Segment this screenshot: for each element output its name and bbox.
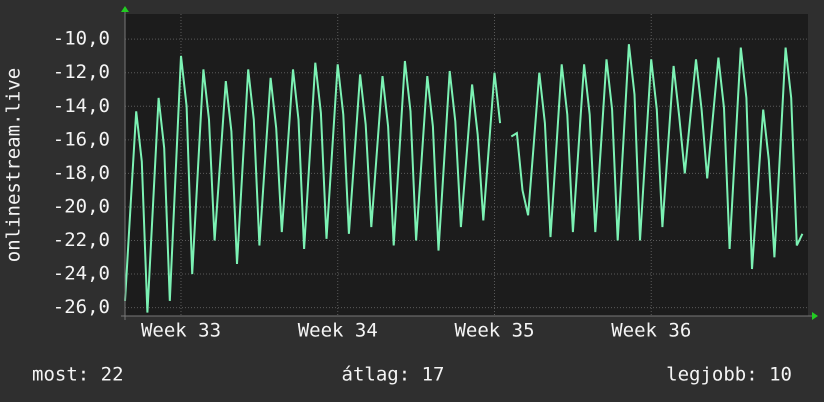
line [124,44,804,313]
footer-average: átlag: 17 [342,364,445,386]
y-arrow [121,6,129,12]
footer-last: most: 22 [32,364,124,386]
y-tick-label: -16,0 [53,128,110,150]
y-axis-label: onlinestream.live [3,68,25,262]
series [124,44,804,313]
y-tick-label: -20,0 [53,195,110,217]
x-tick-label: Week 33 [141,320,221,342]
y-tick-label: -18,0 [53,162,110,184]
y-tick-label: -10,0 [53,28,110,50]
y-tick-label: -14,0 [53,95,110,117]
y-tick-label: -26,0 [53,296,110,318]
x-tick-label: Week 34 [298,320,378,342]
x-arrow [812,312,818,320]
y-tick-label: -24,0 [53,263,110,285]
grid [125,14,808,316]
footer-best: legjobb: 10 [666,364,792,386]
x-tick-label: Week 36 [611,320,691,342]
y-tick-label: -22,0 [53,229,110,251]
x-tick-label: Week 35 [454,320,534,342]
y-tick-label: -12,0 [53,61,110,83]
